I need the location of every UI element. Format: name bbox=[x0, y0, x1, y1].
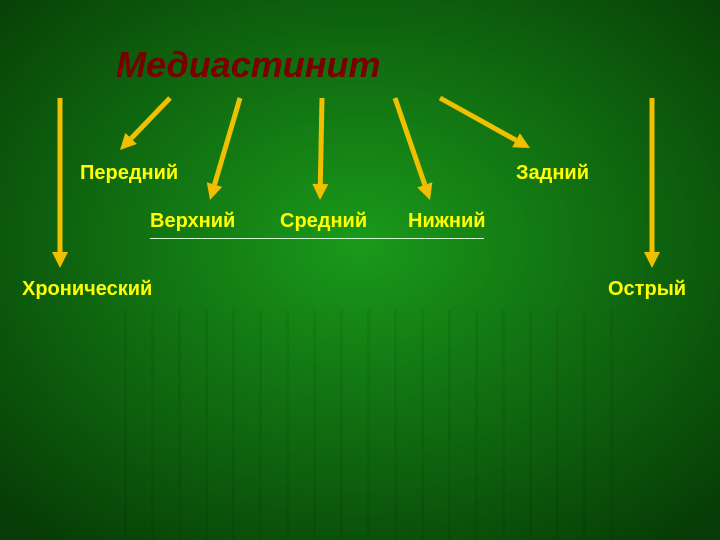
label-back: Задний bbox=[516, 162, 589, 185]
label-chronic: Хронический bbox=[22, 278, 152, 301]
label-lower: Нижний bbox=[408, 210, 486, 233]
label-acute: Острый bbox=[608, 278, 686, 301]
label-front: Передний bbox=[80, 162, 178, 185]
middle-underline bbox=[150, 238, 484, 239]
label-upper: Верхний bbox=[150, 210, 235, 233]
diagram-title: Медиастинит bbox=[116, 44, 380, 86]
slide-root: Медиастинит Передний Задний Верхний Сред… bbox=[0, 0, 720, 540]
arrow-to-middle-shaft bbox=[320, 98, 322, 184]
label-middle: Средний bbox=[280, 210, 367, 233]
